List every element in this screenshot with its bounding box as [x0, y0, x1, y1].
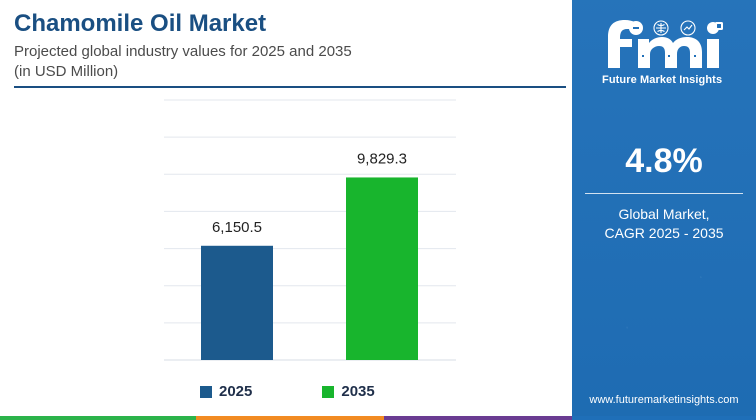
cagr-divider [585, 193, 743, 194]
cagr-label-line-2: CAGR 2025 - 2035 [604, 225, 724, 241]
subtitle-line-2: (in USD Million) [14, 63, 119, 80]
chart-panel: Chamomile Oil Market Projected global in… [14, 10, 566, 400]
cagr-value: 4.8% [625, 142, 703, 180]
cagr-label: Global Market, CAGR 2025 - 2035 [572, 205, 756, 243]
header-divider [14, 86, 566, 88]
stripe-purple [384, 416, 572, 420]
stripe-orange [196, 416, 384, 420]
chart-bars [201, 177, 418, 360]
cagr-label-line-1: Global Market, [618, 206, 710, 222]
fmi-logo-mark [608, 20, 723, 68]
chart-value-labels: 6,150.5 9,829.3 [212, 150, 407, 235]
subtitle-line-1: Projected global industry values for 202… [14, 43, 352, 60]
logo-wordmark: Future Market Insights [602, 74, 723, 86]
legend-swatch-2035 [322, 385, 335, 398]
legend-item-2035: 2035 [322, 383, 375, 400]
legend-label-2035: 2035 [341, 383, 375, 400]
bar-chart: 6,150.5 9,829.3 [164, 99, 456, 361]
bar-2035 [346, 177, 418, 360]
fmi-logo: Future Market Insights [596, 12, 732, 88]
legend-label-2025: 2025 [219, 383, 253, 400]
page-subtitle: Projected global industry values for 202… [14, 42, 534, 82]
page-title: Chamomile Oil Market [14, 10, 267, 37]
value-label-2025: 6,150.5 [212, 219, 262, 236]
chart-legend: 2025 2035 [200, 383, 375, 400]
bar-2025 [201, 245, 273, 360]
legend-item-2025: 2025 [200, 383, 252, 400]
bottom-color-stripe [0, 416, 756, 420]
value-label-2035: 9,829.3 [357, 150, 407, 167]
stripe-green [0, 416, 196, 420]
legend-swatch-2025 [200, 385, 212, 398]
website-url: www.futuremarketinsights.com [589, 394, 739, 406]
summary-sidebar: Future Market Insights 4.8% Global Marke… [572, 0, 756, 420]
stripe-blue [572, 416, 756, 420]
